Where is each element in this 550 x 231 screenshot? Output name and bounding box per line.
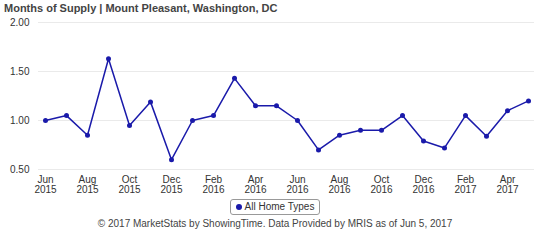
svg-text:2.00: 2.00 xyxy=(10,17,30,28)
svg-text:Dec2016: Dec2016 xyxy=(412,174,435,195)
svg-text:Apr2017: Apr2017 xyxy=(496,174,519,195)
svg-text:Aug2016: Aug2016 xyxy=(328,174,351,195)
svg-text:Oct2015: Oct2015 xyxy=(118,174,141,195)
svg-text:Oct2016: Oct2016 xyxy=(370,174,393,195)
svg-text:Jun2015: Jun2015 xyxy=(34,174,57,195)
svg-text:Dec2015: Dec2015 xyxy=(160,174,183,195)
svg-text:Feb2017: Feb2017 xyxy=(454,174,477,195)
svg-text:1.00: 1.00 xyxy=(10,115,30,126)
svg-text:Aug2015: Aug2015 xyxy=(76,174,99,195)
svg-text:0.50: 0.50 xyxy=(10,164,30,175)
svg-text:Feb2016: Feb2016 xyxy=(202,174,225,195)
html-text:All Home Types: All Home Types xyxy=(244,201,315,212)
svg-text:Apr2016: Apr2016 xyxy=(244,174,267,195)
svg-text:1.50: 1.50 xyxy=(10,66,30,77)
svg-text:Jun2016: Jun2016 xyxy=(286,174,309,195)
html-text:© 2017 MarketStats by ShowingT: © 2017 MarketStats by ShowingTime. Data … xyxy=(97,218,453,229)
html-text:Months of Supply | Mount Pleas: Months of Supply | Mount Pleasant, Washi… xyxy=(4,2,278,14)
